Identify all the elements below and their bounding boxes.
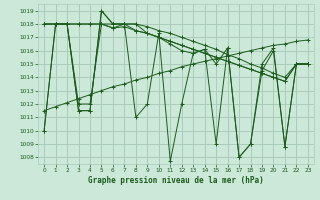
X-axis label: Graphe pression niveau de la mer (hPa): Graphe pression niveau de la mer (hPa): [88, 176, 264, 185]
